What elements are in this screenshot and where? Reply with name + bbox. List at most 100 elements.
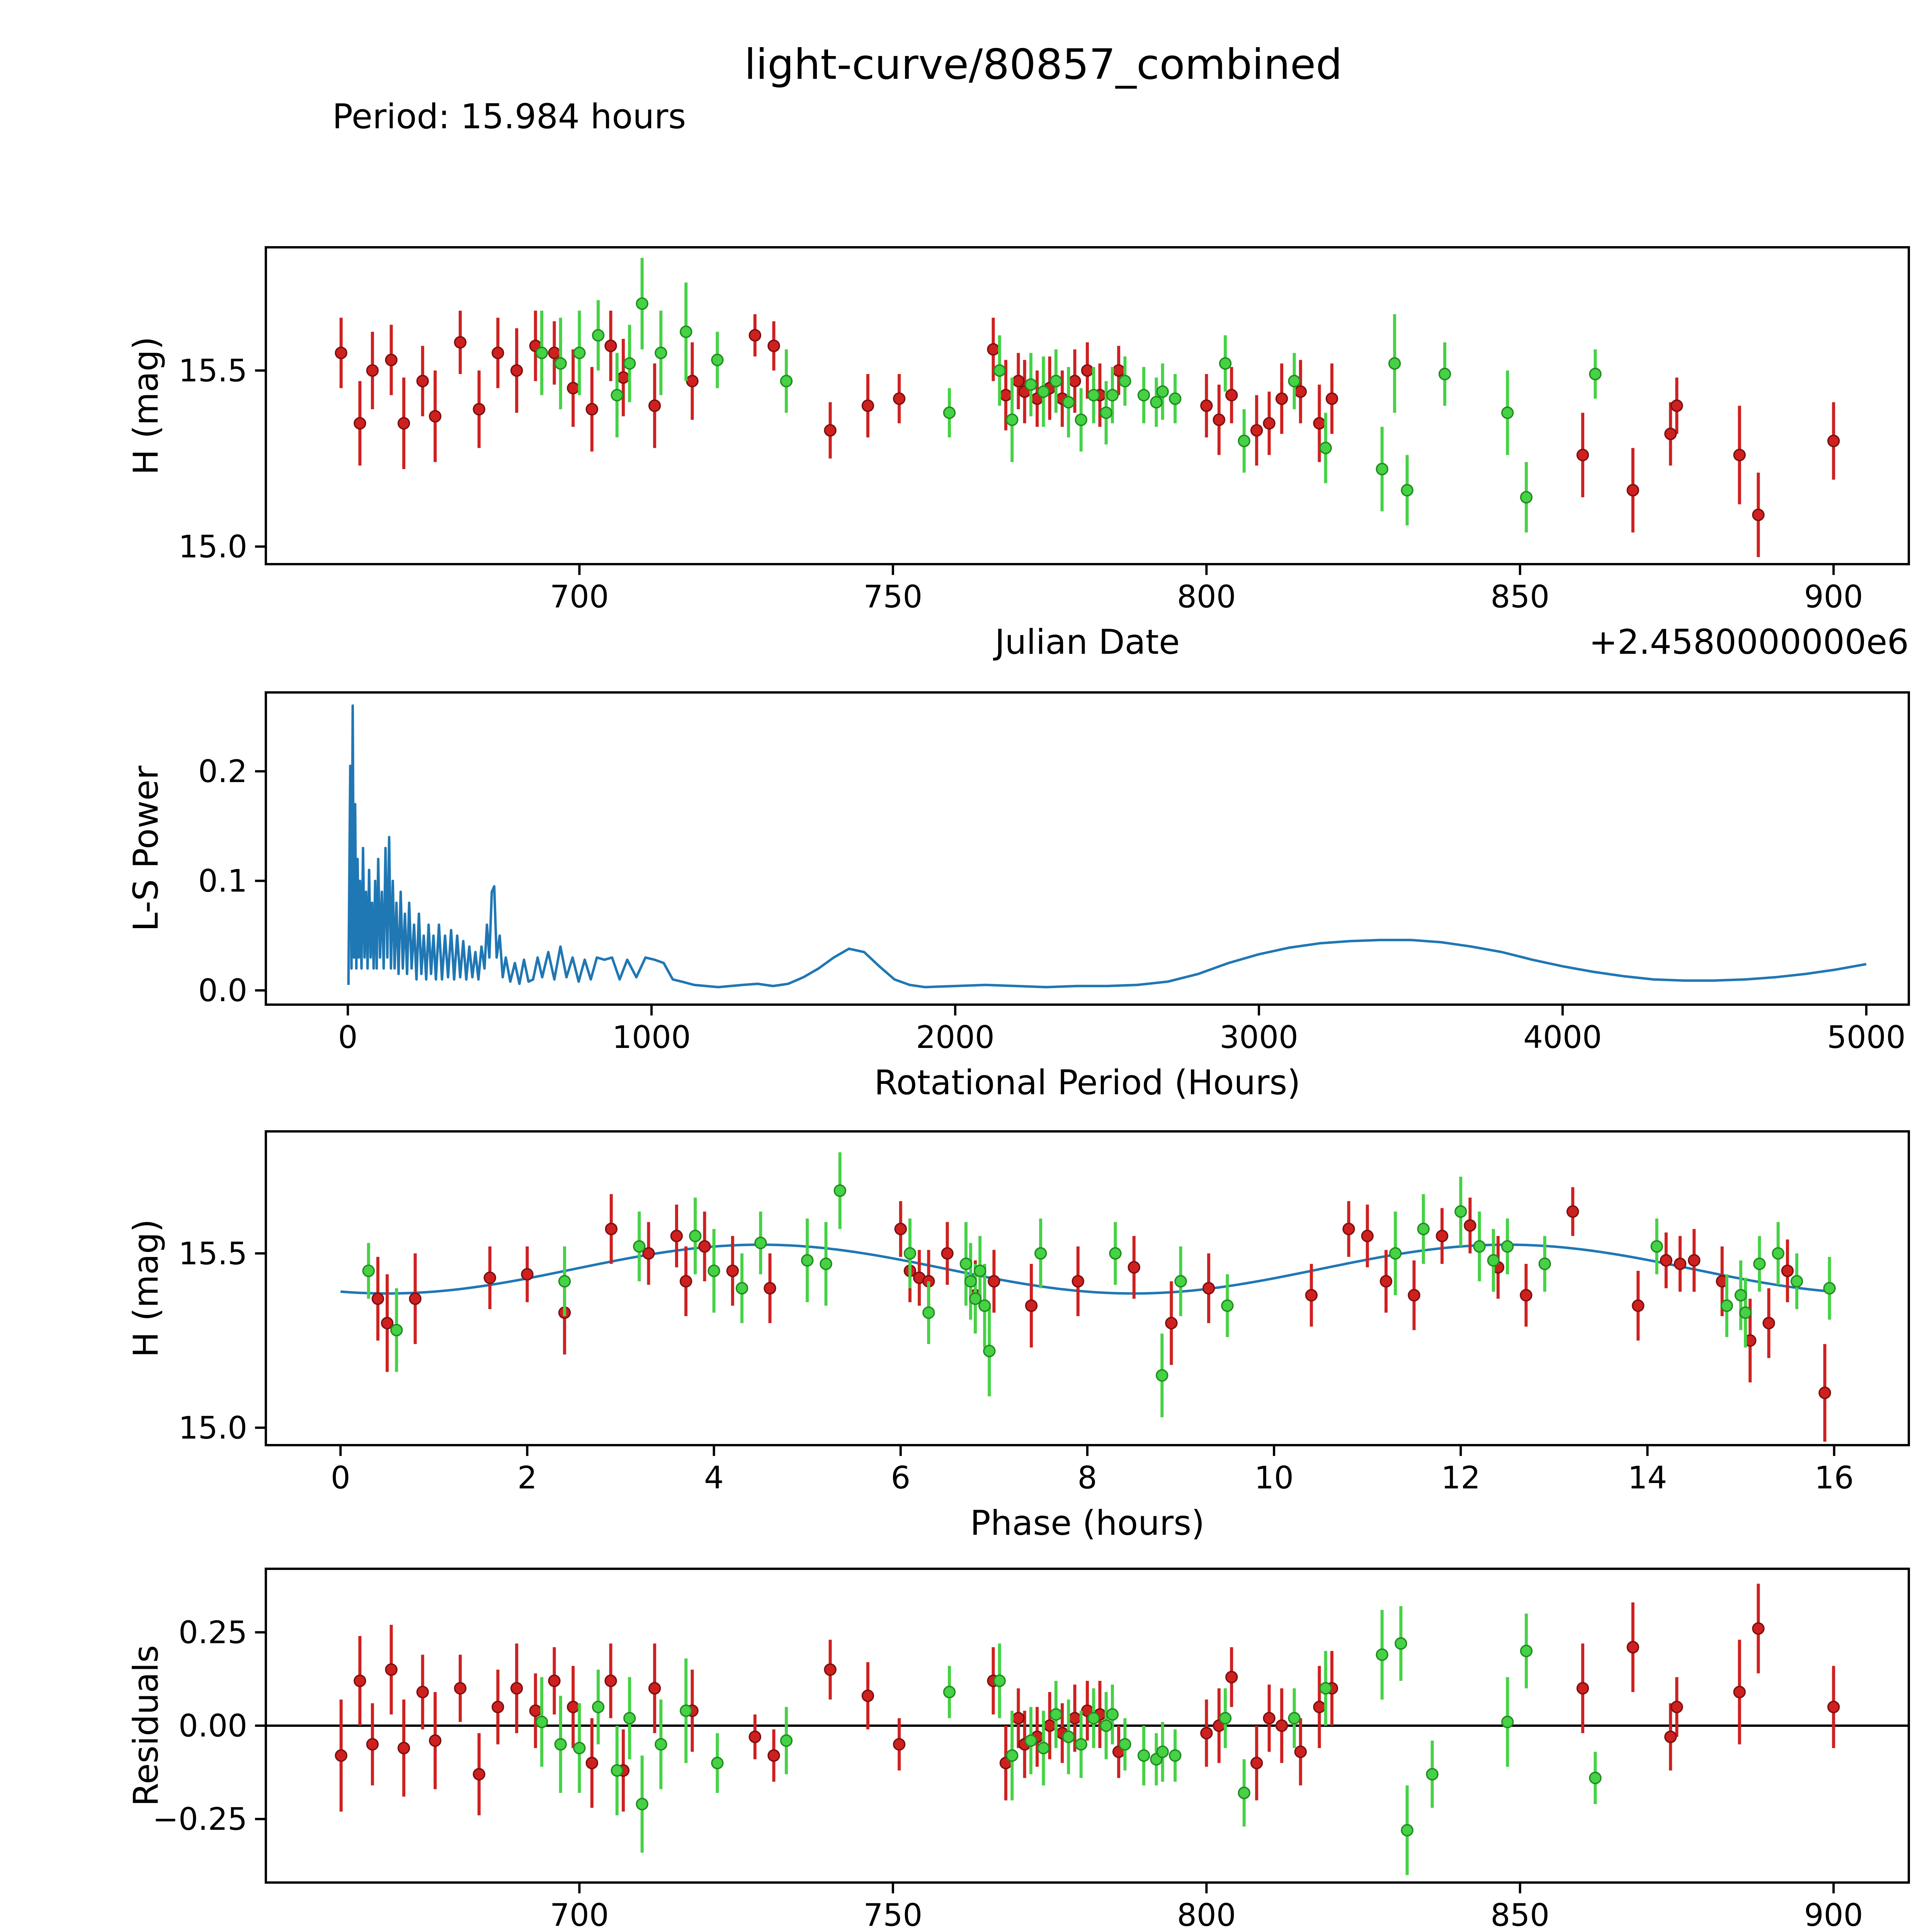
data-point — [521, 1268, 534, 1281]
data-point — [454, 336, 467, 349]
x-axis-label: Rotational Period (Hours) — [874, 1063, 1300, 1102]
data-point — [893, 1738, 906, 1751]
data-point — [1576, 1682, 1589, 1695]
data-point — [1288, 1712, 1301, 1725]
data-point — [1566, 1205, 1579, 1218]
data-point — [1576, 449, 1589, 461]
data-point — [1325, 392, 1338, 405]
x-tick-label: 6 — [891, 1460, 910, 1496]
data-point — [1632, 1299, 1645, 1312]
data-point — [362, 1264, 375, 1277]
data-point — [1250, 1757, 1263, 1769]
data-point — [711, 1757, 724, 1769]
data-point — [1376, 1648, 1388, 1661]
data-point — [735, 1282, 748, 1295]
data-point — [397, 1742, 410, 1755]
data-point — [592, 329, 605, 342]
data-point — [1062, 396, 1075, 409]
data-point — [397, 417, 410, 430]
data-point — [1200, 1727, 1213, 1740]
data-point — [1670, 1701, 1683, 1713]
x-tick-label: 1000 — [612, 1019, 691, 1055]
data-point — [1389, 1247, 1402, 1260]
x-tick-label: 0 — [331, 1460, 350, 1496]
x-tick-label: 2 — [517, 1460, 537, 1496]
data-point — [993, 364, 1006, 377]
data-point — [1435, 1230, 1449, 1242]
data-point — [1361, 1230, 1374, 1242]
data-point — [633, 1240, 646, 1253]
data-point — [605, 1223, 618, 1235]
data-point — [642, 1247, 655, 1260]
axis-ticks: 0 1000 2000 3000 4000 5000 0.0 0.1 0.2 — [198, 753, 1906, 1055]
period-annotation: Period: 15.984 hours — [332, 97, 686, 136]
data-point — [1238, 434, 1250, 447]
data-point — [1150, 396, 1163, 409]
data-point — [1087, 389, 1100, 401]
data-point — [1024, 1734, 1037, 1747]
data-point — [861, 399, 874, 412]
data-point — [492, 1701, 504, 1713]
data-point — [1376, 463, 1388, 476]
data-point — [604, 339, 617, 352]
data-point — [943, 1685, 956, 1699]
data-point — [1733, 1685, 1746, 1699]
y-tick-label: 15.5 — [179, 1236, 247, 1272]
data-point — [1169, 1749, 1182, 1762]
data-point — [767, 1749, 780, 1762]
data-point — [1006, 1749, 1019, 1762]
data-point — [1034, 1247, 1047, 1260]
data-point — [748, 1730, 762, 1743]
data-point — [1520, 491, 1533, 504]
data-point — [1075, 413, 1087, 426]
data-point — [1288, 375, 1301, 388]
data-point — [1772, 1247, 1784, 1260]
data-point — [1225, 389, 1238, 401]
data-point — [535, 1716, 548, 1728]
data-point — [604, 1674, 617, 1687]
data-point — [1733, 449, 1746, 461]
data-point — [483, 1271, 497, 1284]
data-point — [354, 417, 366, 430]
y-axis-label: L-S Power — [126, 765, 166, 932]
x-tick-label: 16 — [1815, 1460, 1854, 1496]
data-point — [1025, 1299, 1038, 1312]
data-point — [1012, 375, 1025, 388]
data-point — [1156, 385, 1169, 398]
data-point — [993, 1674, 1006, 1687]
data-point — [1081, 364, 1094, 377]
x-tick-label: 3000 — [1219, 1019, 1298, 1055]
data-point — [711, 354, 724, 366]
data-point — [999, 389, 1012, 401]
data-point — [969, 1292, 982, 1305]
data-point — [623, 357, 636, 370]
data-point — [1049, 1708, 1063, 1721]
data-point — [707, 1264, 720, 1277]
data-point — [1106, 1708, 1119, 1721]
data-point — [1219, 1712, 1232, 1725]
data-point — [1275, 392, 1288, 405]
data-point — [1119, 1738, 1131, 1751]
axes-frame — [265, 691, 1910, 1006]
data-point — [1225, 1671, 1238, 1684]
data-point — [1342, 1223, 1355, 1235]
data-point — [1688, 1254, 1701, 1267]
data-point — [1401, 484, 1413, 497]
data-point — [922, 1306, 935, 1319]
data-point — [941, 1247, 954, 1260]
data-point — [903, 1247, 917, 1260]
data-point — [801, 1254, 814, 1267]
data-point — [535, 347, 548, 359]
x-tick-label: 850 — [1490, 579, 1549, 615]
data-point — [1012, 1712, 1025, 1725]
data-point — [973, 1264, 986, 1277]
data-point — [1156, 1745, 1169, 1758]
data-point — [1169, 392, 1182, 405]
data-point — [1589, 367, 1602, 381]
data-point — [894, 1223, 907, 1235]
x-tick-label: 800 — [1177, 1897, 1236, 1932]
x-tick-label: 750 — [864, 1897, 923, 1932]
data-point — [767, 339, 780, 352]
